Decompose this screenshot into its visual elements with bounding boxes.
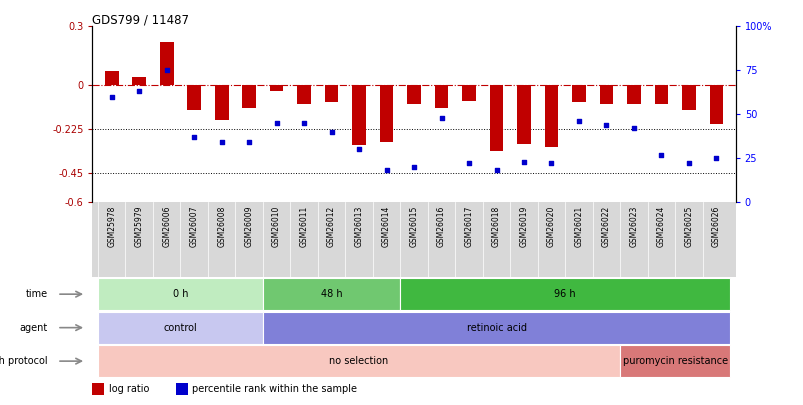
Text: GSM26019: GSM26019 — [519, 206, 528, 247]
Bar — [400, 278, 729, 310]
Point — [105, 94, 118, 100]
Text: percentile rank within the sample: percentile rank within the sample — [192, 384, 357, 394]
Text: GSM26007: GSM26007 — [190, 206, 198, 247]
Text: 96 h: 96 h — [554, 289, 575, 299]
Text: GSM26013: GSM26013 — [354, 206, 363, 247]
Point — [270, 120, 283, 126]
Point — [324, 128, 337, 135]
Bar — [263, 278, 400, 310]
Bar — [516, 85, 530, 143]
Point — [407, 164, 420, 170]
Text: GSM26010: GSM26010 — [271, 206, 281, 247]
Bar — [104, 71, 118, 85]
Text: time: time — [25, 289, 47, 299]
Point — [572, 118, 585, 124]
Text: 48 h: 48 h — [320, 289, 342, 299]
Bar — [242, 85, 255, 109]
Bar — [406, 85, 421, 104]
Text: log ratio: log ratio — [108, 384, 149, 394]
Text: agent: agent — [19, 323, 47, 333]
Text: GSM26018: GSM26018 — [491, 206, 500, 247]
Bar — [160, 42, 173, 85]
Text: GSM26025: GSM26025 — [683, 206, 692, 247]
Text: no selection: no selection — [329, 356, 388, 366]
Point — [682, 160, 695, 167]
Text: growth protocol: growth protocol — [0, 356, 47, 366]
Text: GSM26021: GSM26021 — [574, 206, 583, 247]
Bar — [214, 85, 228, 120]
Bar — [462, 85, 475, 100]
Bar — [379, 85, 393, 142]
Point — [599, 122, 612, 128]
Text: GSM26006: GSM26006 — [162, 206, 171, 247]
Point — [434, 115, 447, 121]
Text: GSM26015: GSM26015 — [409, 206, 418, 247]
Bar — [572, 85, 585, 102]
Bar — [681, 85, 695, 110]
Text: GSM25978: GSM25978 — [107, 206, 116, 247]
Point — [353, 146, 365, 153]
Text: GSM26012: GSM26012 — [327, 206, 336, 247]
Text: GSM26011: GSM26011 — [300, 206, 308, 247]
Bar — [489, 85, 503, 151]
Point — [490, 167, 503, 174]
Point — [243, 139, 255, 145]
Text: control: control — [163, 323, 197, 333]
Bar — [132, 77, 146, 85]
Text: GSM26020: GSM26020 — [546, 206, 556, 247]
Point — [654, 151, 667, 158]
Point — [297, 120, 310, 126]
Bar — [297, 85, 311, 104]
Text: GSM26016: GSM26016 — [437, 206, 446, 247]
Point — [187, 134, 200, 140]
Point — [380, 167, 393, 174]
Point — [160, 67, 173, 74]
Text: GSM26014: GSM26014 — [381, 206, 390, 247]
Bar — [709, 85, 723, 124]
Bar — [352, 85, 365, 145]
Bar — [599, 85, 613, 104]
Bar — [98, 311, 263, 344]
Point — [709, 155, 722, 161]
Text: puromycin resistance: puromycin resistance — [622, 356, 727, 366]
Point — [132, 88, 145, 95]
Text: GSM25979: GSM25979 — [135, 206, 144, 247]
Text: GSM26023: GSM26023 — [629, 206, 638, 247]
Text: GSM26022: GSM26022 — [601, 206, 610, 247]
Bar — [92, 383, 104, 395]
Text: GSM26026: GSM26026 — [711, 206, 720, 247]
Text: 0 h: 0 h — [173, 289, 188, 299]
Text: GSM26024: GSM26024 — [656, 206, 665, 247]
Point — [215, 139, 228, 145]
Bar — [434, 85, 448, 109]
Point — [462, 160, 475, 167]
Bar — [544, 85, 557, 147]
Bar — [187, 85, 201, 110]
Text: GDS799 / 11487: GDS799 / 11487 — [92, 13, 190, 26]
Bar — [98, 345, 619, 377]
Point — [544, 160, 557, 167]
Bar — [263, 311, 729, 344]
Bar — [619, 345, 729, 377]
Bar — [626, 85, 640, 104]
Bar — [270, 85, 283, 91]
Point — [517, 158, 530, 165]
Bar — [654, 85, 667, 104]
Text: GSM26017: GSM26017 — [464, 206, 473, 247]
Bar — [176, 383, 187, 395]
Bar — [98, 278, 263, 310]
Point — [627, 125, 640, 132]
Bar — [324, 85, 338, 102]
Text: GSM26009: GSM26009 — [244, 206, 253, 247]
Text: GSM26008: GSM26008 — [217, 206, 226, 247]
Text: retinoic acid: retinoic acid — [466, 323, 526, 333]
